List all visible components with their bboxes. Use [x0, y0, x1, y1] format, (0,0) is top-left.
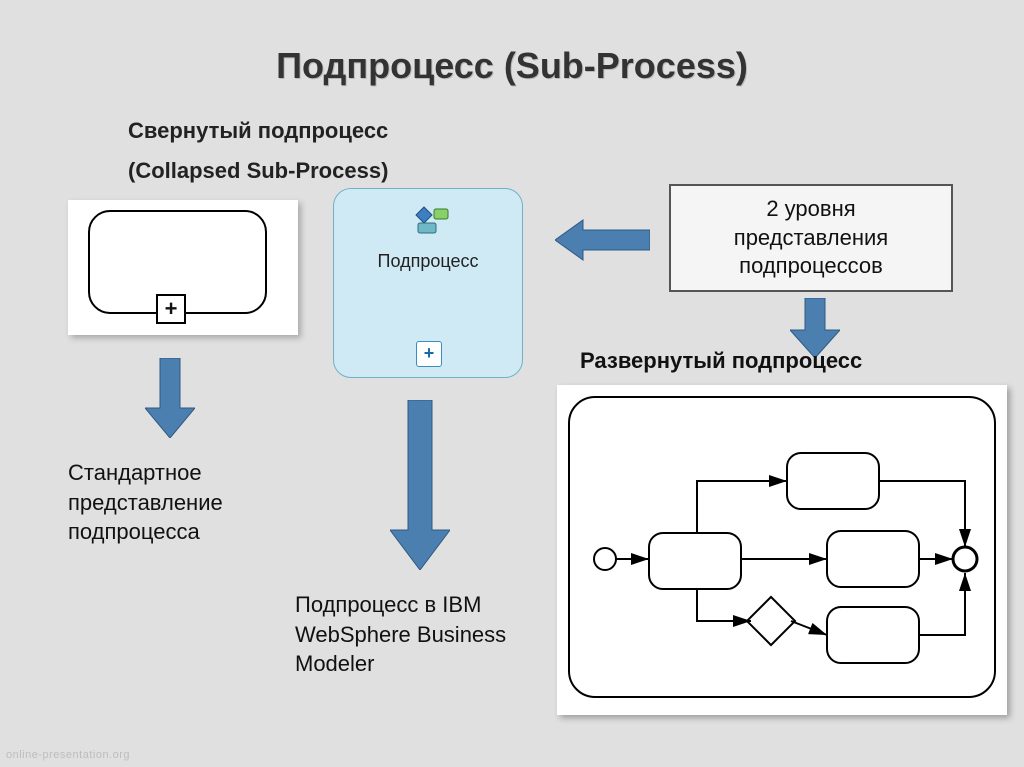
levels-info-box: 2 уровняпредставленияподпроцессов — [669, 184, 953, 292]
watermark-text: online-presentation.org — [6, 749, 130, 761]
arrow-left-icon — [555, 215, 650, 270]
blue-card-label: Подпроцесс — [334, 251, 522, 272]
expand-icon: + — [416, 341, 442, 367]
collapsed-subprocess-ibm: Подпроцесс + — [333, 188, 523, 378]
caption-ibm-text: Подпроцесс в IBMWebSphere BusinessModele… — [295, 592, 506, 676]
expand-icon: + — [156, 294, 186, 324]
arrow-down-icon — [145, 358, 195, 443]
caption-standard-representation: Стандартноепредставлениеподпроцесса — [68, 458, 223, 547]
slide-title: Подпроцесс (Sub-Process) — [0, 45, 1024, 87]
process-icon — [412, 203, 452, 242]
levels-info-text: 2 уровняпредставленияподпроцессов — [734, 195, 888, 281]
subtitle-line1: Свернутый подпроцесс — [128, 118, 388, 144]
caption-standard-text: Стандартноепредставлениеподпроцесса — [68, 460, 223, 544]
collapsed-subprocess-standard: + — [68, 200, 298, 335]
expanded-subprocess-label: Развернутый подпроцесс — [580, 348, 862, 374]
arrow-down-icon — [390, 400, 450, 575]
caption-ibm-websphere: Подпроцесс в IBMWebSphere BusinessModele… — [295, 590, 506, 679]
subtitle-line2: (Collapsed Sub-Process) — [128, 158, 388, 184]
expanded-subprocess-diagram — [557, 385, 1007, 715]
